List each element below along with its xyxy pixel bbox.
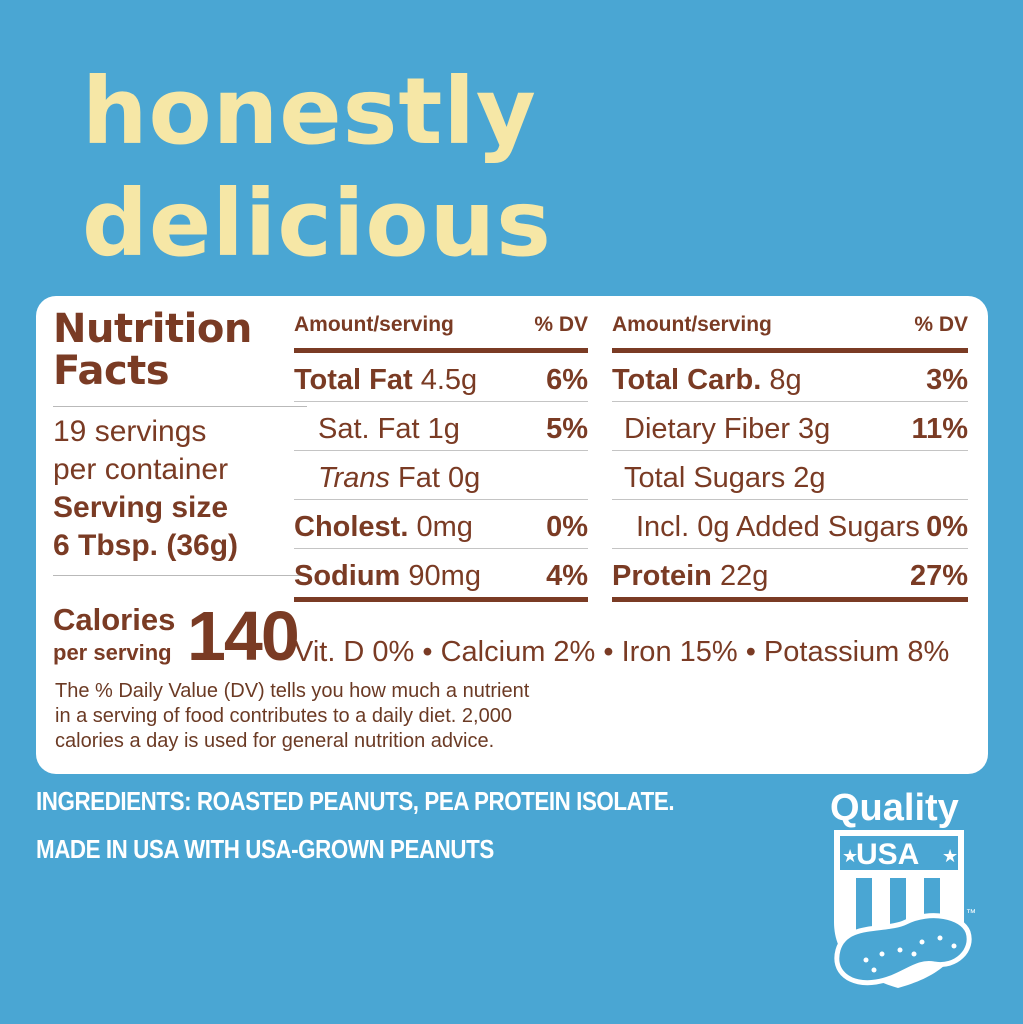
table-row: Dietary Fiber 3g 11% [612, 402, 968, 451]
table-row: Trans Fat 0g [294, 451, 588, 500]
nutrition-title: Nutrition Facts [53, 308, 307, 392]
svg-text:★: ★ [942, 846, 958, 866]
table-row: Total Carb. 8g 3% [612, 353, 968, 402]
nutrient-dv: 11% [911, 413, 968, 445]
nutrient-amount: Total Sugars 2g [624, 462, 826, 494]
badge-usa-text: USA [856, 838, 919, 871]
divider [53, 575, 307, 576]
nutrient-table-left: Amount/serving % DV Total Fat 4.5g 6% Sa… [294, 310, 588, 602]
header-dv: % DV [534, 313, 588, 336]
serving-size-line-1: Serving size [53, 491, 229, 524]
table-row: Total Fat 4.5g 6% [294, 353, 588, 402]
peanut-shield-icon: Quality USA ★ ★ ™ [826, 782, 986, 998]
divider [53, 406, 307, 407]
table-row: Sodium 90mg 4% [294, 549, 588, 602]
badge-tm-text: ™ [966, 908, 976, 919]
nutrient-name: Cholest. [294, 511, 409, 543]
servings-line-2: per container [53, 453, 229, 486]
nutrient-amount: Incl. 0g Added Sugars [636, 511, 920, 543]
nutrition-facts-label: Nutrition Facts 19 servings per containe… [36, 296, 988, 774]
nutrition-title-line-1: Nutrition [53, 306, 252, 352]
dv-note-line-2: in a serving of food contributes to a da… [55, 705, 512, 727]
nutrient-dv: 4% [546, 560, 588, 592]
nutrient-dv: 6% [546, 364, 588, 396]
table-row: Sat. Fat 1g 5% [294, 402, 588, 451]
nutrient-amount: 8g [761, 364, 802, 396]
nutrient-name: Total Carb. [612, 364, 762, 396]
table-header: Amount/serving % DV [294, 310, 588, 353]
header-dv: % DV [914, 313, 968, 336]
headline-line-1: honestly [82, 58, 537, 165]
nutrient-name: Total Fat [294, 364, 413, 396]
headline-line-2: delicious [82, 170, 552, 277]
nutrient-amount: 0mg [408, 511, 473, 543]
table-row: Incl. 0g Added Sugars 0% [612, 500, 968, 549]
nutrient-table-right: Amount/serving % DV Total Carb. 8g 3% Di… [612, 310, 968, 602]
nutrient-amount: 22g [711, 560, 769, 592]
header-amount: Amount/serving [294, 313, 454, 336]
svg-text:★: ★ [842, 846, 858, 866]
nutrient-name-italic: Trans [318, 462, 390, 494]
calories-value: 140 [187, 597, 300, 675]
servings-block: 19 servings per container Serving size 6… [53, 407, 307, 565]
nutrient-dv: 0% [926, 511, 968, 543]
nutrition-left-column: Nutrition Facts 19 servings per containe… [53, 308, 307, 576]
nutrient-amount: Sat. Fat 1g [318, 413, 460, 445]
nutrient-amount: 4.5g [412, 364, 478, 396]
badge-quality-text: Quality [830, 787, 959, 829]
nutrient-amount: 90mg [400, 560, 481, 592]
nutrient-name: Sodium [294, 560, 401, 592]
calories-label: Calories [53, 602, 176, 637]
daily-value-note: The % Daily Value (DV) tells you how muc… [55, 679, 575, 754]
vitamins-minerals: Vit. D 0% • Calcium 2% • Iron 15% • Pota… [294, 636, 950, 668]
nutrient-dv: 0% [546, 511, 588, 543]
ingredients-text: INGREDIENTS: ROASTED PEANUTS, PEA PROTEI… [36, 786, 675, 816]
table-row: Total Sugars 2g [612, 451, 968, 500]
table-header: Amount/serving % DV [612, 310, 968, 353]
headline: honestly delicious [82, 56, 552, 280]
nutrient-amount: Fat 0g [389, 462, 481, 494]
serving-size-line-2: 6 Tbsp. (36g) [53, 529, 239, 562]
header-amount: Amount/serving [612, 313, 772, 336]
made-in-usa-text: MADE IN USA WITH USA-GROWN PEANUTS [36, 834, 494, 864]
nutrient-dv: 5% [546, 413, 588, 445]
table-row: Protein 22g 27% [612, 549, 968, 602]
table-row: Cholest. 0mg 0% [294, 500, 588, 549]
nutrient-dv: 3% [926, 364, 968, 396]
dv-note-line-3: calories a day is used for general nutri… [55, 730, 495, 752]
calories-row: Calories per serving 140 [53, 597, 313, 675]
servings-line-1: 19 servings [53, 415, 207, 448]
calories-sub-label: per serving [53, 640, 172, 665]
dv-note-line-1: The % Daily Value (DV) tells you how muc… [55, 680, 530, 702]
nutrient-dv: 27% [909, 560, 968, 592]
nutrient-amount: Dietary Fiber 3g [624, 413, 831, 445]
nutrient-name: Protein [612, 560, 712, 592]
nutrition-title-line-2: Facts [53, 348, 170, 394]
